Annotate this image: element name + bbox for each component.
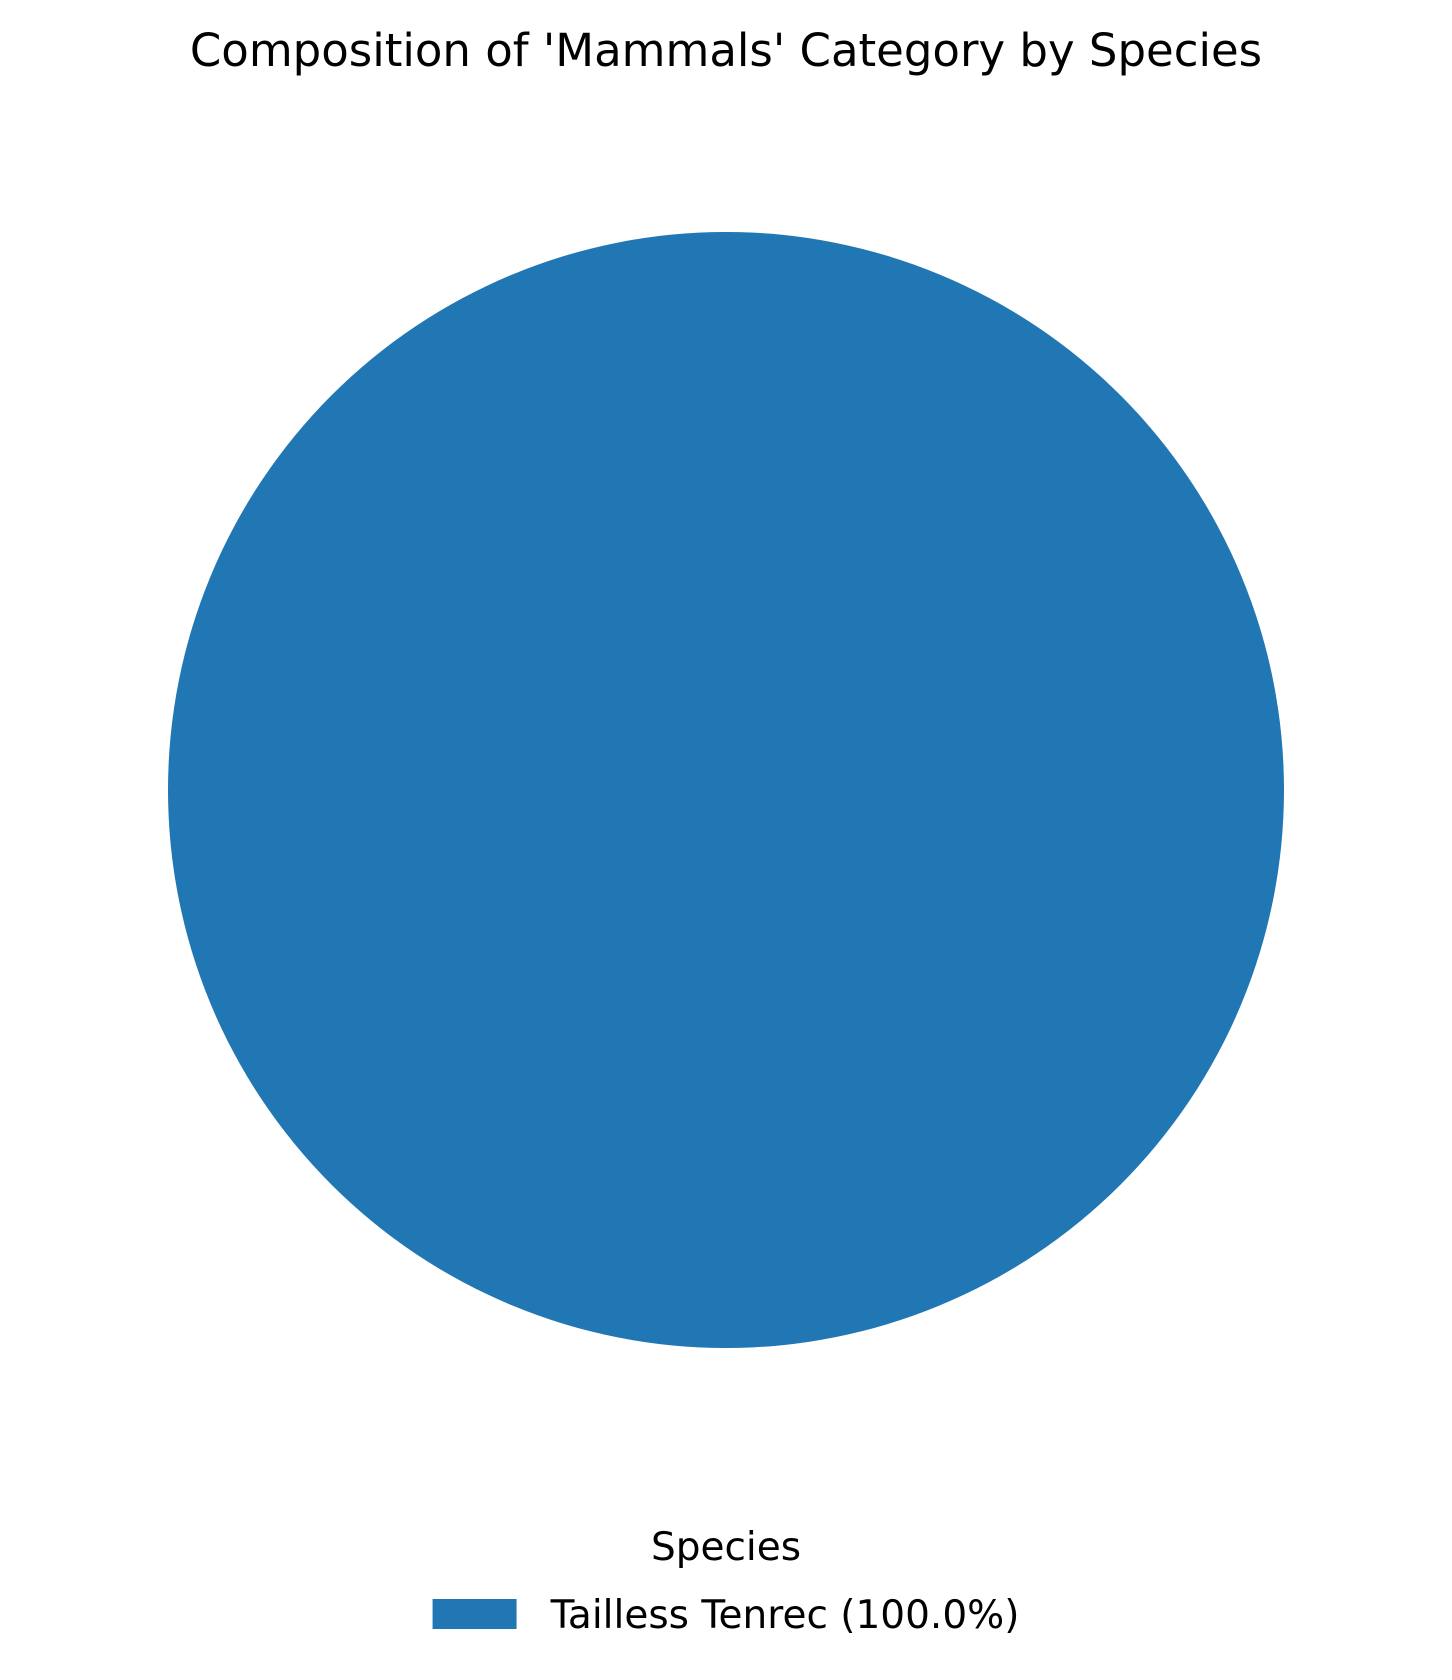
- legend-swatch: [432, 1599, 517, 1629]
- chart-title: Composition of 'Mammals' Category by Spe…: [190, 24, 1262, 77]
- pie-slices: [168, 232, 1284, 1348]
- pie-slice-tailless-tenrec: [168, 232, 1284, 1348]
- legend-label: Tailless Tenrec (100.0%): [550, 1593, 1020, 1638]
- legend: Species Tailless Tenrec (100.0%): [432, 1525, 1020, 1638]
- legend-entries: Tailless Tenrec (100.0%): [432, 1593, 1020, 1638]
- legend-title: Species: [651, 1525, 801, 1570]
